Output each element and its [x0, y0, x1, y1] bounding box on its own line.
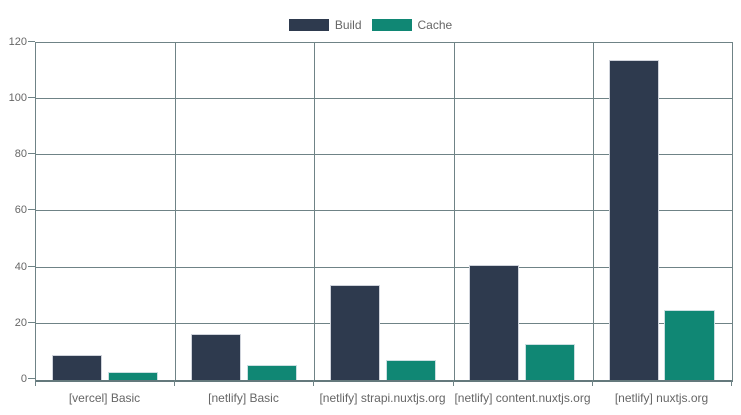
- x-tick-mark: [174, 380, 175, 386]
- legend-label-build: Build: [334, 18, 362, 32]
- y-tick-label: 20: [14, 317, 27, 329]
- bar-build: [51, 354, 102, 380]
- category-separator: [454, 43, 455, 380]
- x-tick-mark: [731, 380, 732, 386]
- x-category-label: [vercel] Basic: [68, 391, 141, 405]
- category-separator: [175, 43, 176, 380]
- x-tick-mark: [592, 380, 593, 386]
- legend-label-cache: Cache: [417, 18, 453, 32]
- y-tick-label: 40: [14, 261, 27, 273]
- x-tick-mark: [35, 380, 36, 386]
- y-tick-mark: [28, 378, 35, 379]
- legend-swatch-cache-icon: [371, 19, 412, 31]
- chart-legend: Build Cache: [0, 19, 741, 31]
- gridline: [36, 154, 732, 155]
- y-tick-mark: [28, 41, 35, 42]
- y-tick-mark: [28, 209, 35, 210]
- y-tick-label: 120: [8, 36, 27, 48]
- y-tick-label: 100: [8, 92, 27, 104]
- category-separator: [314, 43, 315, 380]
- gridline: [36, 210, 732, 211]
- y-tick-label: 60: [14, 204, 27, 216]
- gridline: [36, 267, 732, 268]
- x-tick-mark: [453, 380, 454, 386]
- bar-build: [608, 59, 659, 380]
- y-tick-mark: [28, 153, 35, 154]
- bar-group: [454, 43, 593, 380]
- bar-cache: [525, 343, 576, 380]
- gridline: [36, 323, 732, 324]
- x-category-label: [netlify] nuxtjs.org: [614, 391, 709, 405]
- bar-cache: [107, 371, 158, 380]
- bar-build: [469, 264, 520, 380]
- bar-build: [190, 333, 241, 380]
- legend-item-build: Build: [288, 18, 362, 32]
- category-separator: [593, 43, 594, 380]
- bar-group: [593, 43, 732, 380]
- bar-cache: [246, 364, 297, 380]
- x-category-label: [netlify] content.nuxtjs.org: [454, 391, 591, 405]
- legend-item-cache: Cache: [371, 18, 453, 32]
- bar-group: [175, 43, 314, 380]
- y-tick-label: 0: [20, 373, 27, 385]
- bar-cache: [386, 360, 437, 380]
- x-category-label: [netlify] strapi.nuxtjs.org: [319, 391, 446, 405]
- gridline: [36, 98, 732, 99]
- y-tick-label: 80: [14, 148, 27, 160]
- y-tick-mark: [28, 97, 35, 98]
- bar-group: [314, 43, 453, 380]
- plot-area: [35, 42, 733, 382]
- legend-swatch-build-icon: [288, 19, 329, 31]
- y-tick-mark: [28, 322, 35, 323]
- bar-build: [330, 284, 381, 380]
- x-category-label: [netlify] Basic: [208, 391, 279, 405]
- x-tick-mark: [313, 380, 314, 386]
- bar-group: [36, 43, 175, 380]
- y-tick-mark: [28, 266, 35, 267]
- bar-cache: [664, 309, 715, 380]
